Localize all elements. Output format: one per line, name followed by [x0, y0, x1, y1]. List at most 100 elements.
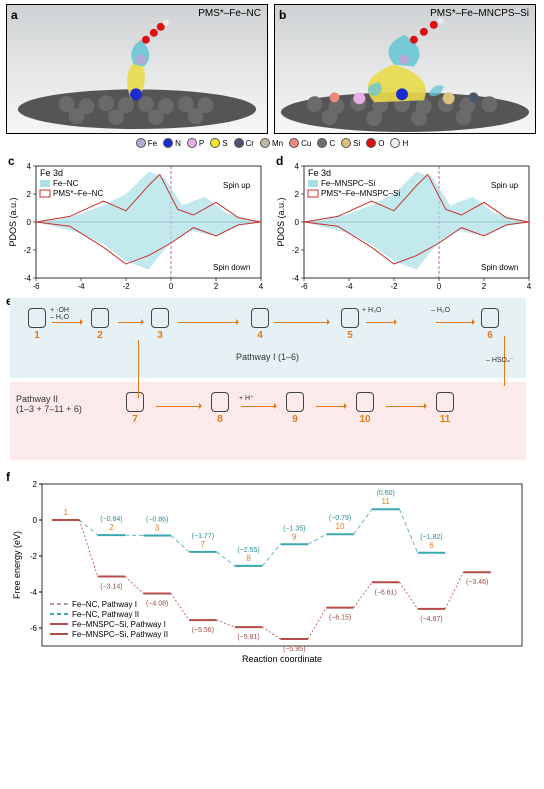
atom-cr: Cr — [234, 138, 254, 148]
atom-dot-icon — [136, 138, 146, 148]
svg-text:-4: -4 — [24, 274, 32, 283]
svg-text:-4: -4 — [77, 282, 85, 291]
svg-text:(−3.14): (−3.14) — [100, 584, 122, 591]
svg-text:Fe–NC: Fe–NC — [53, 179, 79, 188]
svg-text:PMS*–Fe–MNSPC–Si: PMS*–Fe–MNSPC–Si — [321, 189, 400, 198]
annot-plusH3O: + H₃O — [362, 307, 381, 314]
svg-text:(−0.84): (−0.84) — [100, 516, 122, 523]
atom-label: P — [199, 139, 204, 148]
pathway-2-label: Pathway II (1–3 + 7–11 + 6) — [16, 394, 82, 414]
atom-dot-icon — [390, 138, 400, 148]
svg-text:8: 8 — [246, 554, 251, 563]
atom-dot-icon — [289, 138, 299, 148]
svg-text:4: 4 — [527, 282, 532, 291]
svg-text:-6: -6 — [32, 282, 40, 291]
svg-text:Free energy (eV): Free energy (eV) — [12, 531, 22, 599]
svg-text:(−5.95): (−5.95) — [283, 646, 305, 653]
svg-text:Fe–MNSPC–Si: Fe–MNSPC–Si — [321, 179, 375, 188]
panel-b-title: PMS*–Fe–MNCPS–Si — [430, 8, 529, 19]
panel-b-label: b — [279, 8, 286, 22]
svg-text:Fe–NC, Pathway I: Fe–NC, Pathway I — [72, 600, 137, 609]
svg-text:PDOS (a.u.): PDOS (a.u.) — [8, 197, 18, 246]
svg-text:(−6.15): (−6.15) — [329, 615, 351, 622]
svg-text:(−2.55): (−2.55) — [237, 547, 259, 554]
atom-label: Mn — [272, 139, 283, 148]
atom-label: N — [175, 139, 181, 148]
atom-dot-icon — [260, 138, 270, 148]
atom-dot-icon — [366, 138, 376, 148]
atom-cu: Cu — [289, 138, 311, 148]
svg-text:PMS*–Fe–NC: PMS*–Fe–NC — [53, 189, 103, 198]
svg-text:-2: -2 — [122, 282, 130, 291]
svg-text:(−4.08): (−4.08) — [146, 600, 168, 607]
charge-density-b — [275, 5, 535, 134]
molecule-6: 6 — [481, 308, 499, 341]
svg-text:0: 0 — [437, 282, 442, 291]
molecule-3: 3 — [151, 308, 169, 341]
svg-text:11: 11 — [382, 497, 391, 506]
svg-text:Fe 3d: Fe 3d — [40, 168, 63, 178]
atom-label: Cr — [246, 139, 254, 148]
svg-text:(−5.81): (−5.81) — [237, 634, 259, 641]
svg-text:Spin up: Spin up — [491, 181, 519, 190]
molecule-9: 9 — [286, 392, 304, 425]
svg-text:2: 2 — [214, 282, 219, 291]
svg-text:Spin down: Spin down — [213, 263, 250, 272]
svg-text:(−0.79): (−0.79) — [329, 515, 351, 522]
svg-text:-4: -4 — [292, 274, 300, 283]
pdos-chart-d: -6-4-2024-4-2024Fe 3dFe–MNSPC–SiPMS*–Fe–… — [274, 154, 536, 294]
panel-a: a PMS*–Fe–NC — [6, 4, 268, 134]
reaction-arrow — [241, 406, 276, 407]
svg-text:6: 6 — [429, 541, 434, 550]
atom-legend: FeNPSCrMnCuCSiOH — [6, 138, 538, 148]
svg-text:-6: -6 — [30, 624, 38, 633]
svg-text:-2: -2 — [24, 246, 32, 255]
panel-c: c -6-4-2024-4-2024Fe 3dFe–NCPMS*–Fe–NCSp… — [6, 154, 268, 294]
charge-density-a — [7, 5, 267, 134]
svg-text:0: 0 — [33, 516, 38, 525]
atom-o: O — [366, 138, 384, 148]
pathway-1-label: Pathway I (1–6) — [236, 352, 299, 362]
svg-text:4: 4 — [295, 162, 300, 171]
reaction-arrow — [118, 322, 143, 323]
annot-minusHSO4: – HSO₄⁻ — [486, 356, 514, 364]
svg-text:-2: -2 — [292, 246, 300, 255]
svg-text:(0.60): (0.60) — [377, 490, 395, 497]
panel-b: b PMS*–Fe–MNCPS–Si — [274, 4, 536, 134]
reaction-arrow — [386, 406, 426, 407]
reaction-arrow — [436, 322, 474, 323]
svg-text:(−6.61): (−6.61) — [375, 589, 397, 596]
atom-label: O — [378, 139, 384, 148]
atom-h: H — [390, 138, 408, 148]
reaction-arrow — [274, 322, 329, 323]
atom-dot-icon — [234, 138, 244, 148]
svg-text:Fe–MNSPC–Si, Pathway II: Fe–MNSPC–Si, Pathway II — [72, 630, 168, 639]
svg-text:(−0.86): (−0.86) — [146, 516, 168, 523]
annot-plusH: + H⁺ — [239, 394, 254, 402]
svg-text:4: 4 — [27, 162, 32, 171]
panel-e: e 123456+ ·OH– H₂O+ H₃O– H₂OPathway I (1… — [6, 294, 530, 464]
molecule-7: 7 — [126, 392, 144, 425]
panel-f: f 20-2-4-6Free energy (eV)Reaction coord… — [6, 470, 530, 670]
svg-text:PDOS (a.u.): PDOS (a.u.) — [276, 197, 286, 246]
atom-c: C — [317, 138, 335, 148]
atom-s: S — [210, 138, 227, 148]
svg-text:3: 3 — [155, 523, 160, 532]
svg-text:Spin up: Spin up — [223, 181, 251, 190]
atom-dot-icon — [187, 138, 197, 148]
molecule-8: 8 — [211, 392, 229, 425]
svg-text:2: 2 — [33, 480, 38, 489]
svg-text:7: 7 — [201, 540, 206, 549]
atom-p: P — [187, 138, 204, 148]
svg-text:-4: -4 — [345, 282, 353, 291]
svg-text:Reaction coordinate: Reaction coordinate — [242, 654, 322, 664]
atom-label: Si — [353, 139, 360, 148]
reaction-arrow — [366, 322, 396, 323]
atom-label: H — [402, 139, 408, 148]
svg-text:(−4.87): (−4.87) — [420, 616, 442, 623]
svg-text:-6: -6 — [300, 282, 308, 291]
svg-text:2: 2 — [109, 523, 114, 532]
panel-f-label: f — [6, 470, 10, 484]
reaction-arrow — [52, 322, 82, 323]
svg-text:9: 9 — [292, 532, 297, 541]
